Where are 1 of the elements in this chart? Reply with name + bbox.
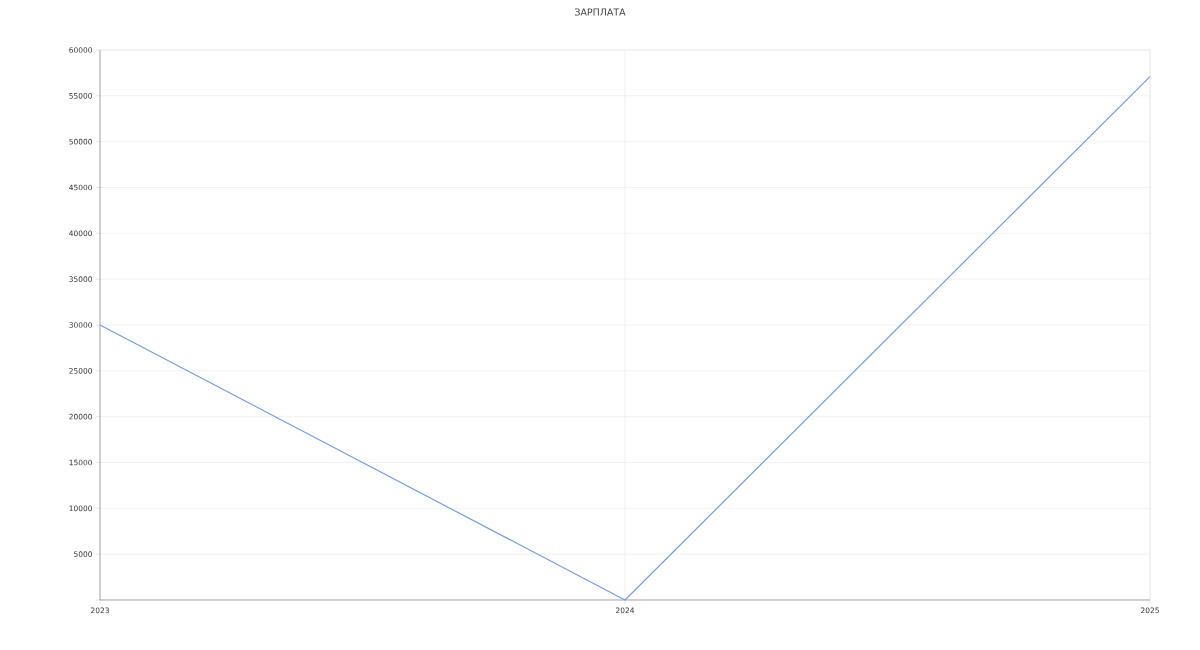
chart-title: ЗАРПЛАТА <box>575 8 626 16</box>
